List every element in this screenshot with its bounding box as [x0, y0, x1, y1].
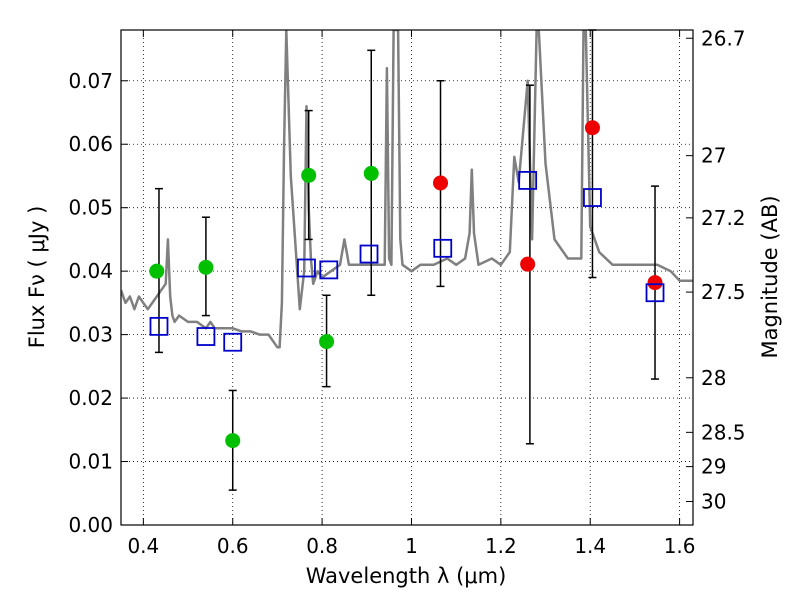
x-tick-label: 1.6 [664, 534, 696, 558]
x-tick-label: 1 [405, 534, 418, 558]
observed-point-red [584, 120, 600, 136]
x-tick-label: 0.6 [217, 534, 249, 558]
y-tick-label: 0.02 [68, 386, 113, 410]
observed-point-red [520, 256, 536, 272]
grid-lines [121, 30, 693, 526]
model-spectrum-layer [121, 30, 693, 349]
model-photometry-square [297, 258, 316, 278]
model-photometry-square [223, 332, 243, 352]
observed-point-green [363, 165, 379, 181]
x-tick-labels: 0.4 0.6 0.8 1 1.2 1.4 1.6 [127, 534, 695, 558]
y-tick-label: 0.03 [68, 323, 113, 347]
right-tick-label: 27 [701, 144, 726, 168]
model-spectrum-line [121, 30, 693, 349]
right-tick-labels: 26.7 27 27.2 27.5 28 28.5 29 30 [701, 26, 746, 513]
x-tick-label: 1.4 [574, 534, 606, 558]
right-tick-label: 27.2 [701, 206, 746, 230]
right-tick-label: 28 [701, 366, 726, 390]
tick-marks [121, 30, 693, 526]
observed-point-red [647, 275, 663, 291]
y-tick-label: 0.00 [68, 513, 113, 537]
model-photometry-square [196, 327, 216, 346]
observed-point-green [301, 167, 317, 183]
y-tick-label: 0.04 [68, 259, 113, 283]
y-tick-label: 0.06 [68, 132, 113, 156]
plot-frame [120, 29, 694, 526]
model-photometry-square [149, 316, 169, 336]
x-tick-label: 0.4 [127, 534, 159, 558]
right-tick-label: 28.5 [701, 420, 746, 444]
right-tick-label: 30 [701, 490, 726, 514]
right-tick-label: 29 [701, 455, 726, 479]
y-tick-label: 0.05 [68, 196, 113, 220]
x-tick-label: 1.2 [485, 534, 517, 558]
points-layer [149, 120, 665, 449]
right-tick-label: 26.7 [701, 26, 746, 50]
observed-point-green [149, 263, 165, 279]
right-tick-label: 27.5 [701, 280, 746, 304]
model-photometry-square [319, 260, 339, 280]
model-photometry-square [645, 283, 665, 303]
right-axis-title: Magnitude (AB) [758, 195, 782, 358]
model-photometry-square [433, 238, 453, 258]
model-photometry-square [583, 188, 602, 207]
y-tick-labels: 0.00 0.01 0.02 0.03 0.04 0.05 0.06 0.07 [68, 69, 113, 537]
model-photometry-square [359, 244, 379, 264]
x-axis-title: Wavelength λ (μm) [306, 564, 507, 588]
observed-point-green [319, 334, 335, 350]
x-tick-label: 0.8 [306, 534, 338, 558]
observed-point-green [198, 259, 214, 275]
y-tick-label: 0.01 [68, 450, 113, 474]
observed-point-green [225, 433, 241, 449]
model-photometry-square [518, 171, 538, 190]
observed-point-red [433, 175, 449, 191]
y-axis-title: Flux Fν ( μJy ) [25, 206, 49, 349]
y-tick-label: 0.07 [68, 69, 113, 93]
